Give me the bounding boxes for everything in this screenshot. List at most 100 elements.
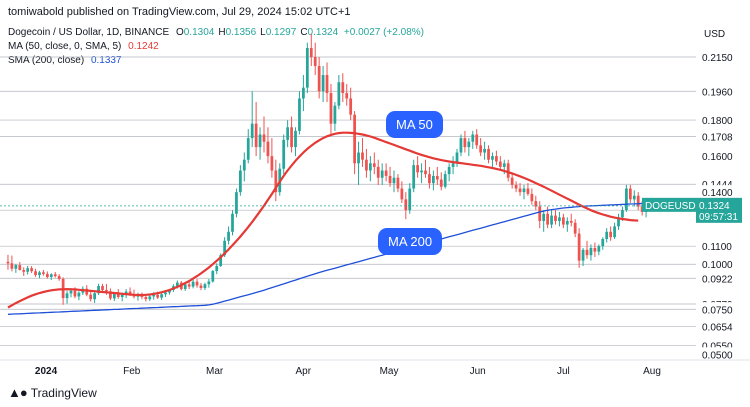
candle bbox=[282, 134, 286, 175]
price-tick-label: 0.0922 bbox=[702, 274, 733, 285]
sma200-value: 0.1337 bbox=[90, 55, 122, 66]
candle bbox=[443, 170, 447, 189]
ma50-line bbox=[7, 131, 639, 309]
candle bbox=[270, 138, 274, 178]
candle bbox=[534, 195, 538, 211]
candle bbox=[380, 163, 384, 185]
candle bbox=[368, 156, 372, 182]
ma50-value: 0.1242 bbox=[128, 41, 159, 52]
candle bbox=[18, 262, 22, 271]
candle bbox=[491, 152, 494, 167]
time-axis: 2024 Feb Mar Apr May Jun Jul Aug bbox=[0, 359, 750, 377]
candle bbox=[30, 266, 33, 274]
ohlc-values: O0.1304 H0.1356 L0.1297 C0.1324 bbox=[172, 27, 338, 38]
candle bbox=[333, 102, 337, 131]
candle bbox=[542, 210, 546, 232]
candle bbox=[45, 271, 49, 279]
candle bbox=[227, 226, 230, 245]
candle bbox=[408, 183, 412, 214]
candle bbox=[636, 192, 640, 211]
candle bbox=[266, 127, 270, 164]
ohlc-o: O0.1304 bbox=[175, 27, 215, 38]
candle bbox=[57, 274, 61, 281]
candle bbox=[77, 291, 81, 301]
symbol-title[interactable]: Dogecoin / US Dollar, 1D, BINANCE bbox=[8, 27, 170, 38]
sma200-label: SMA (200, close) bbox=[8, 55, 85, 66]
ohlc-h: H0.1356 bbox=[218, 27, 257, 38]
chart-legend: Dogecoin / US Dollar, 1D, BINANCE O0.130… bbox=[8, 26, 424, 68]
tradingview-footer[interactable]: ▲● TradingView bbox=[8, 385, 97, 400]
candle bbox=[238, 165, 242, 196]
candle bbox=[412, 159, 416, 193]
candle bbox=[609, 226, 613, 241]
candle bbox=[235, 188, 238, 218]
time-tick-label: Jun bbox=[470, 366, 486, 377]
candle bbox=[160, 293, 163, 300]
candle bbox=[376, 159, 380, 185]
candle bbox=[447, 163, 451, 182]
price-tick-label: 0.0550 bbox=[702, 341, 733, 352]
candle bbox=[219, 253, 223, 267]
candle bbox=[329, 84, 333, 135]
candle bbox=[242, 152, 246, 182]
candle bbox=[420, 163, 423, 184]
price-tick-label: 0.0500 bbox=[702, 350, 733, 361]
candle bbox=[428, 166, 431, 189]
candle bbox=[522, 184, 526, 200]
candle bbox=[432, 170, 435, 191]
sma200-legend-row[interactable]: SMA (200, close) 0.1337 bbox=[8, 54, 424, 68]
candle bbox=[317, 57, 321, 99]
candle bbox=[207, 278, 211, 288]
candle bbox=[581, 248, 585, 267]
candle bbox=[49, 273, 53, 281]
candle bbox=[42, 269, 45, 276]
candle bbox=[109, 288, 112, 301]
price-tick-label: 0.1800 bbox=[702, 116, 733, 127]
price-tick-label: 0.1100 bbox=[702, 242, 732, 253]
sma200-line bbox=[7, 202, 643, 315]
candle bbox=[211, 269, 215, 283]
currency-label: USD bbox=[704, 29, 725, 40]
candle bbox=[325, 62, 329, 103]
candle-series bbox=[6, 33, 652, 305]
candle bbox=[483, 141, 486, 160]
candle bbox=[215, 263, 219, 275]
candle bbox=[518, 183, 522, 196]
candle bbox=[514, 181, 518, 193]
candle bbox=[361, 138, 364, 167]
candle bbox=[601, 237, 605, 250]
price-tick-label: 0.0654 bbox=[702, 323, 733, 334]
candle bbox=[53, 271, 57, 278]
price-tick-label: 0.0750 bbox=[702, 305, 733, 316]
ma50-legend-row[interactable]: MA (50, close, 0, SMA, 5) 0.1242 bbox=[8, 40, 424, 54]
candle bbox=[479, 138, 483, 157]
candle bbox=[38, 270, 41, 279]
candle bbox=[349, 87, 353, 121]
candle bbox=[305, 42, 309, 94]
candle bbox=[424, 159, 427, 178]
candle bbox=[625, 184, 628, 212]
ma50-label: MA (50, close, 0, SMA, 5) bbox=[8, 41, 122, 52]
candle bbox=[435, 166, 439, 185]
candle bbox=[577, 228, 581, 268]
candle bbox=[451, 156, 455, 175]
candle bbox=[475, 129, 479, 149]
candle bbox=[605, 228, 609, 243]
candle bbox=[569, 213, 573, 227]
candle bbox=[400, 181, 404, 203]
candle bbox=[6, 254, 10, 270]
candle bbox=[455, 148, 459, 167]
candle bbox=[495, 150, 498, 166]
publisher-line: tomiwabold published on TradingView.com,… bbox=[8, 6, 351, 18]
time-tick-label: Feb bbox=[123, 366, 141, 377]
tradingview-logo-icon: ▲● bbox=[8, 385, 28, 400]
candle bbox=[34, 268, 37, 277]
candle bbox=[97, 283, 100, 296]
candle bbox=[459, 134, 463, 157]
price-axis: 0.21500.19600.18000.17080.16000.14440.14… bbox=[698, 50, 742, 361]
price-tick-label: 0.1000 bbox=[702, 260, 733, 271]
candle bbox=[195, 278, 199, 288]
candle bbox=[89, 290, 93, 302]
candle bbox=[463, 130, 467, 153]
